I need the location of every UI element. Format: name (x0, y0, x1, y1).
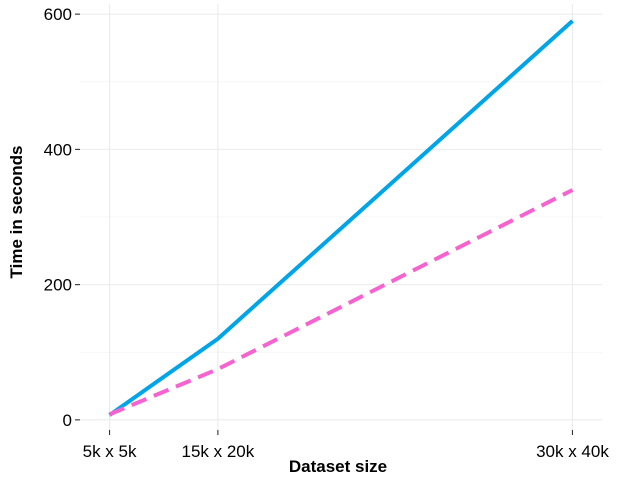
x-axis-title: Dataset size (289, 457, 387, 476)
series-line-1 (108, 19, 574, 417)
series-line-2 (108, 188, 574, 417)
x-tick-label: 15k x 20k (182, 442, 255, 461)
series-lines (108, 19, 574, 417)
x-tick-label: 5k x 5k (83, 442, 137, 461)
grid (80, 4, 602, 430)
axes: 0 200 400 600 5k x 5k 15k x 20k 30k x 40k (44, 5, 610, 461)
y-tick-label: 400 (44, 140, 72, 159)
y-tick-label: 0 (63, 411, 72, 430)
y-axis-title: Time in seconds (7, 146, 26, 279)
x-tick-label: 30k x 40k (536, 442, 609, 461)
y-tick-label: 600 (44, 5, 72, 24)
y-tick-label: 200 (44, 276, 72, 295)
